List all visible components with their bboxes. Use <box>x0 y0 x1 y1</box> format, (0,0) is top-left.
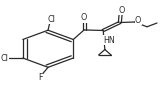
Text: HN: HN <box>103 36 115 45</box>
Text: Cl: Cl <box>1 54 9 63</box>
Text: O: O <box>135 16 141 25</box>
Text: O: O <box>81 13 87 22</box>
Text: O: O <box>118 6 125 15</box>
Text: Cl: Cl <box>47 15 55 24</box>
Text: F: F <box>38 73 42 82</box>
